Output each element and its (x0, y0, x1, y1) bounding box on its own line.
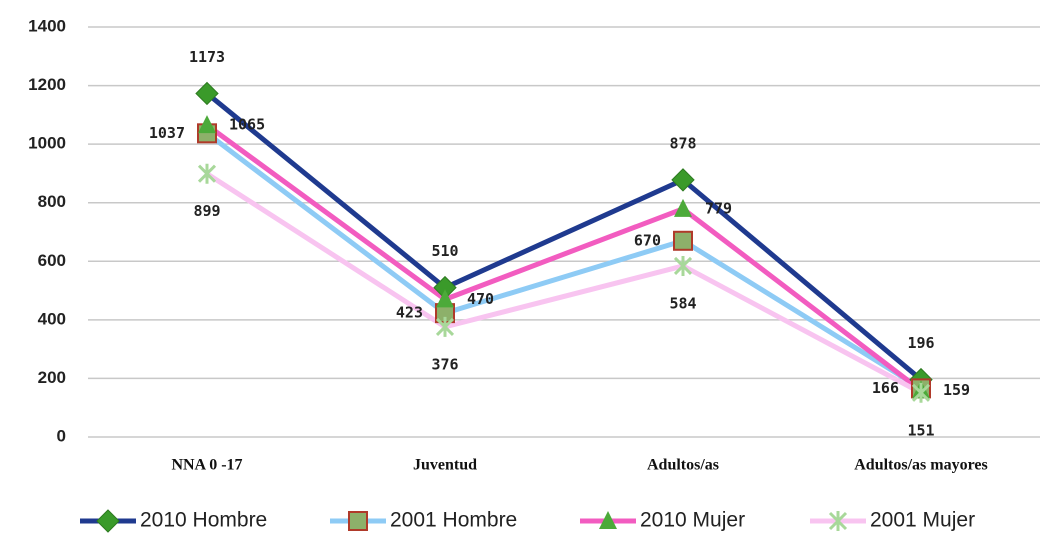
point-marker (436, 289, 454, 308)
point-marker (198, 115, 216, 134)
data-label: 1173 (189, 48, 225, 66)
data-label: 376 (431, 355, 458, 373)
data-label: 151 (907, 421, 934, 439)
data-label: 196 (907, 334, 934, 352)
legend-label: 2001 Mujer (870, 509, 975, 532)
data-label: 423 (396, 304, 423, 322)
data-label: 1037 (149, 124, 185, 142)
data-label: 878 (669, 134, 696, 152)
y-tick-label: 1400 (28, 16, 66, 35)
data-label: 470 (467, 290, 494, 308)
data-label: 159 (943, 381, 970, 399)
series-line (205, 123, 923, 393)
series-line (205, 91, 923, 382)
data-label: 584 (669, 294, 696, 312)
y-tick-label: 200 (38, 368, 66, 387)
x-tick-label: Adultos/as mayores (854, 457, 988, 474)
point-marker (674, 198, 692, 217)
point-marker (197, 163, 217, 184)
y-tick-label: 1000 (28, 134, 66, 153)
data-label: 670 (634, 231, 661, 249)
data-label: 166 (872, 379, 899, 397)
data-label: 510 (431, 242, 458, 260)
y-tick-label: 800 (38, 192, 66, 211)
y-tick-label: 400 (38, 309, 66, 328)
legend-marker (348, 511, 368, 531)
legend-marker (828, 511, 848, 531)
point-marker (673, 255, 693, 276)
legend-marker (96, 509, 120, 533)
data-label: 1065 (229, 116, 265, 134)
y-tick-label: 0 (57, 426, 66, 445)
y-tick-label: 1200 (28, 75, 66, 94)
x-tick-label: Juventud (413, 457, 477, 474)
legend-label: 2010 Hombre (140, 509, 267, 532)
legend-label: 2001 Hombre (390, 509, 517, 532)
data-label: 779 (705, 199, 732, 217)
legend-item: 2001 Mujer (810, 509, 975, 532)
series-line (205, 171, 923, 395)
y-tick-label: 600 (38, 251, 66, 270)
legend-label: 2010 Mujer (640, 509, 745, 532)
point-marker (195, 81, 219, 106)
point-marker (435, 316, 455, 337)
point-marker (673, 230, 693, 251)
series-line (205, 131, 923, 391)
data-label: 899 (193, 202, 220, 220)
x-tick-label: Adultos/as (647, 457, 719, 474)
point-marker (671, 168, 695, 192)
x-tick-label: NNA 0 -17 (171, 457, 242, 474)
legend-marker (599, 511, 617, 529)
point-marker (911, 382, 931, 403)
